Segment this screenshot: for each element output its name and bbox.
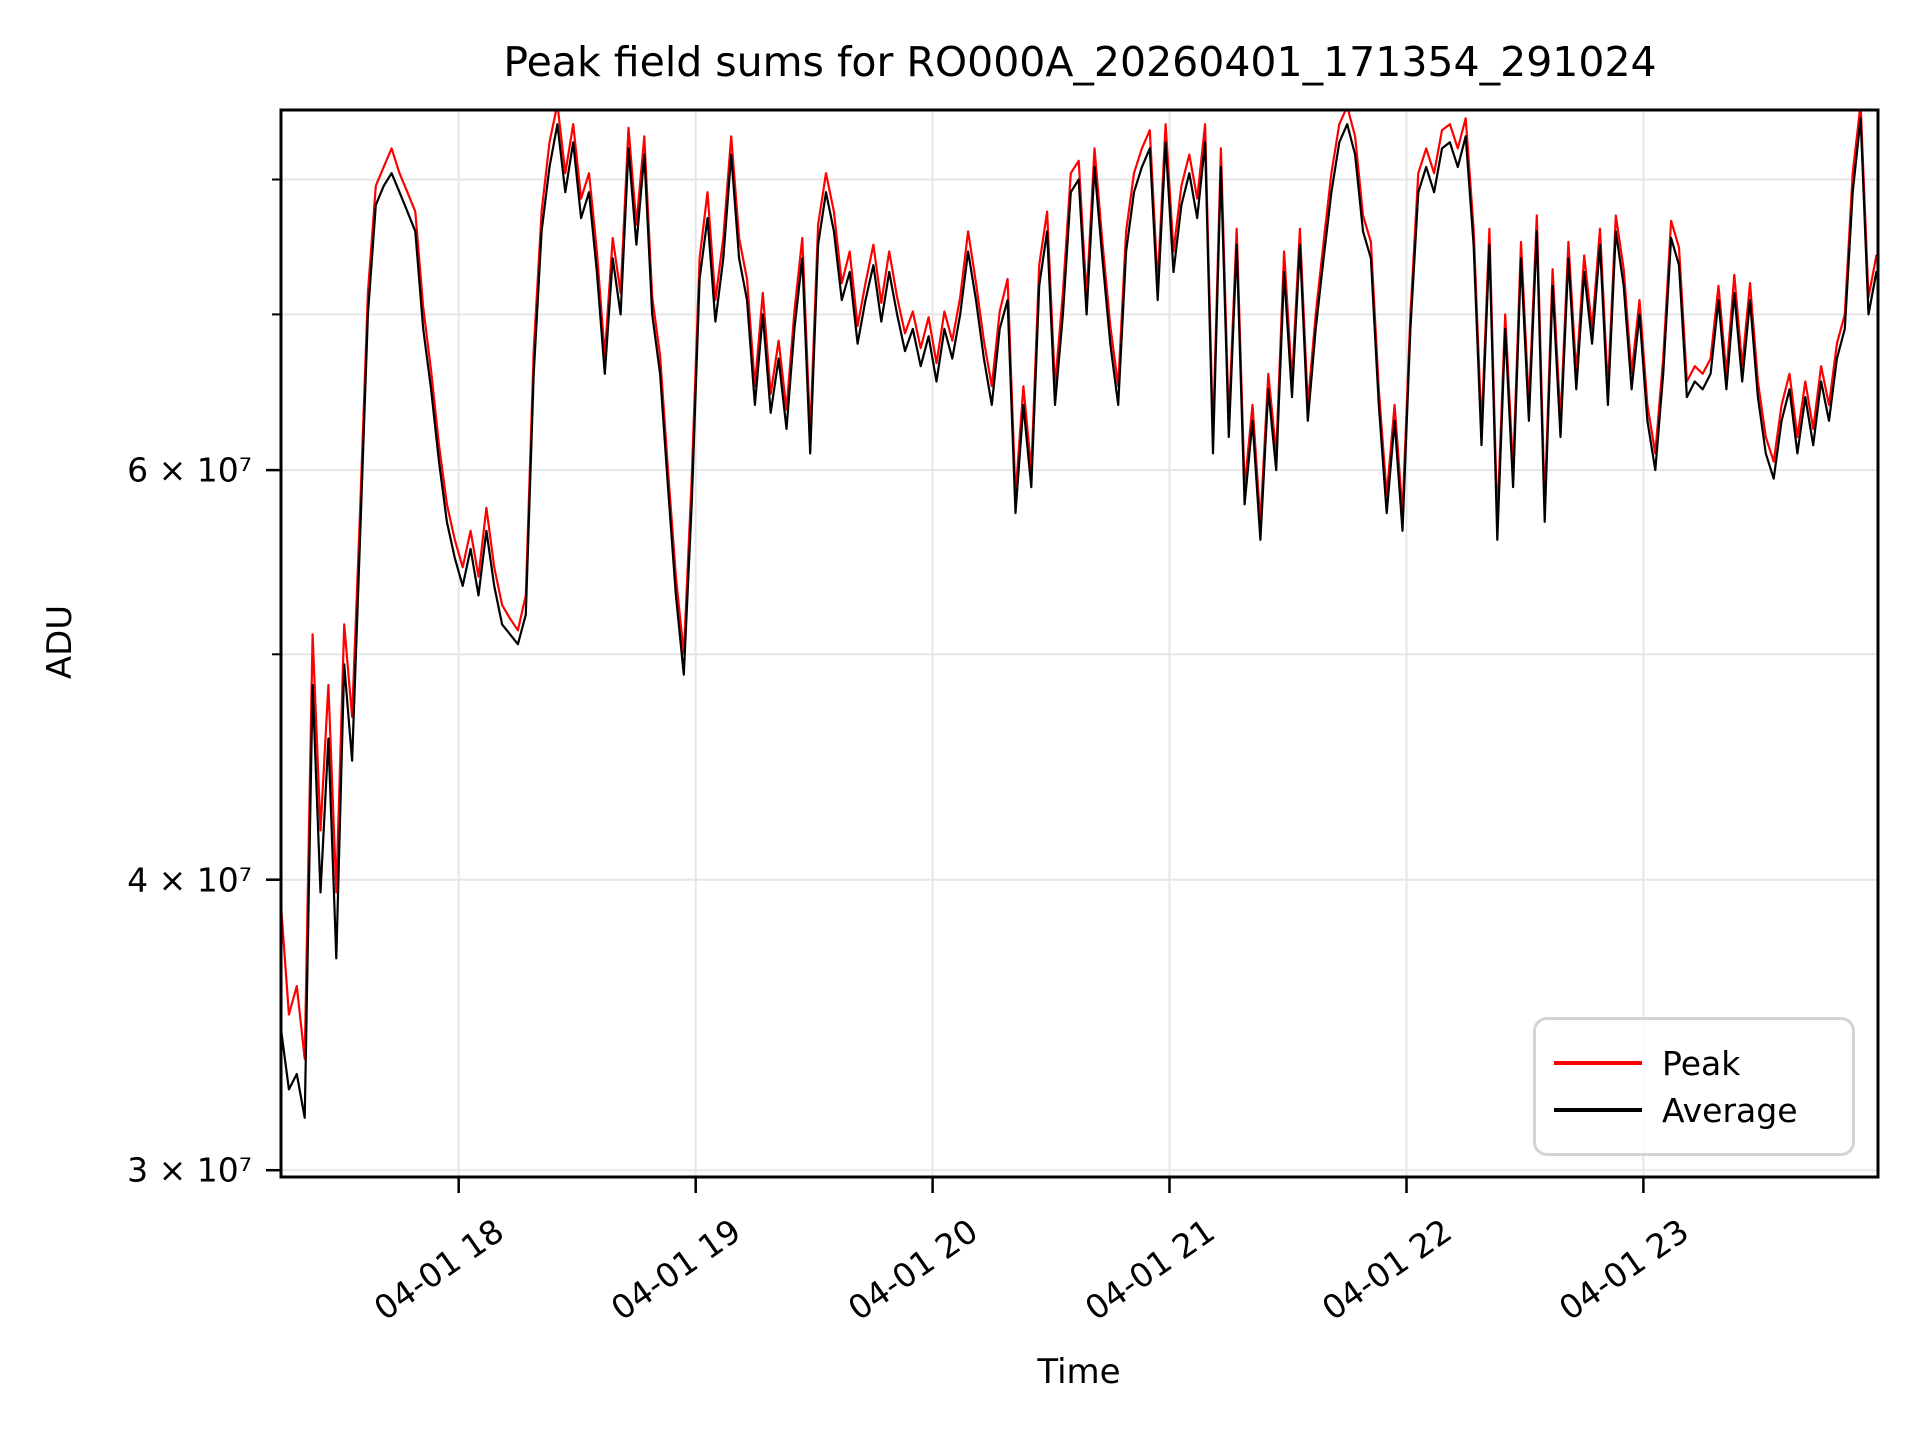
peak-line-swatch xyxy=(1554,1061,1642,1065)
legend-item-average: Average xyxy=(1554,1094,1852,1127)
legend-label-average: Average xyxy=(1662,1090,1798,1130)
y-tick-label: 4 × 10⁷ xyxy=(127,860,252,900)
y-tick-label: 6 × 10⁷ xyxy=(127,450,252,490)
x-axis-label: Time xyxy=(1037,1352,1121,1392)
average-line-swatch xyxy=(1554,1108,1642,1112)
chart-title: Peak field sums for RO000A_20260401_1713… xyxy=(503,38,1657,86)
y-tick-label: 3 × 10⁷ xyxy=(127,1150,252,1190)
legend-item-peak: Peak xyxy=(1554,1047,1852,1080)
legend-label-peak: Peak xyxy=(1662,1043,1741,1083)
legend: Peak Average xyxy=(1533,1017,1855,1156)
